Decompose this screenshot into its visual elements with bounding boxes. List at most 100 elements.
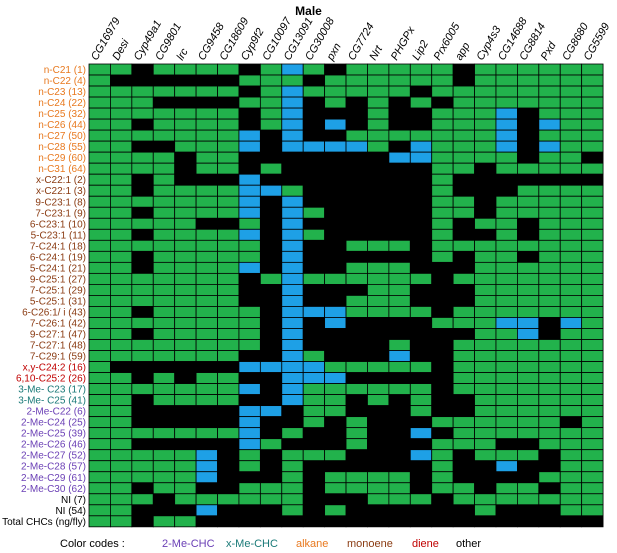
- heatmap-cell: [131, 206, 154, 219]
- heatmap-cell: [238, 162, 261, 175]
- heatmap-cell: [88, 449, 111, 462]
- heatmap-cell: [367, 482, 390, 495]
- heatmap-cell: [131, 272, 154, 285]
- heatmap-cell: [174, 74, 197, 87]
- heatmap-cell: [431, 438, 454, 451]
- heatmap-cell: [495, 217, 518, 230]
- heatmap-cell: [431, 361, 454, 373]
- heatmap-cell: [581, 460, 604, 473]
- heatmap-cell: [367, 471, 390, 484]
- heatmap-cell: [259, 295, 283, 307]
- heatmap-cell: [559, 383, 583, 395]
- heatmap-cell: [259, 63, 283, 76]
- heatmap-cell: [538, 372, 561, 384]
- heatmap-cell: [217, 405, 240, 418]
- heatmap-cell: [388, 339, 411, 351]
- heatmap-cell: [88, 63, 111, 76]
- row-label: 2-Me-C25 (39): [21, 429, 86, 440]
- heatmap-cell: [324, 471, 347, 484]
- heatmap-cell: [474, 328, 497, 340]
- heatmap-cell: [131, 394, 154, 407]
- heatmap-cell: [452, 361, 475, 373]
- heatmap-cell: [302, 416, 326, 429]
- heatmap-cell: [581, 416, 604, 429]
- heatmap-cell: [517, 383, 540, 395]
- legend-title: Color codes :: [60, 538, 125, 550]
- heatmap-cell: [474, 261, 497, 274]
- heatmap-cell: [88, 151, 111, 164]
- heatmap-cell: [195, 173, 218, 186]
- heatmap-cell: [345, 272, 368, 285]
- heatmap-cell: [538, 107, 561, 120]
- heatmap-cell: [88, 283, 111, 296]
- heatmap-cell: [281, 85, 304, 98]
- heatmap-cell: [581, 195, 604, 208]
- heatmap-cell: [538, 129, 561, 142]
- heatmap-cell: [559, 339, 583, 351]
- heatmap-cell: [238, 283, 261, 296]
- heatmap-cell: [431, 405, 454, 418]
- heatmap-cell: [88, 85, 111, 98]
- heatmap-cell: [217, 317, 240, 329]
- heatmap-cell: [131, 217, 154, 230]
- heatmap-cell: [238, 515, 261, 528]
- heatmap-cell: [281, 306, 304, 318]
- heatmap-cell: [559, 228, 583, 241]
- heatmap-cell: [367, 239, 390, 252]
- heatmap-cell: [324, 239, 347, 252]
- heatmap-cell: [345, 63, 368, 76]
- heatmap-cell: [110, 107, 133, 120]
- heatmap-cell: [517, 118, 540, 131]
- heatmap-cell: [217, 471, 240, 484]
- heatmap-cell: [367, 394, 390, 407]
- heatmap-cell: [131, 162, 154, 175]
- heatmap-cell: [324, 173, 347, 186]
- heatmap-cell: [431, 173, 454, 186]
- heatmap-cell: [152, 162, 176, 175]
- heatmap-cell: [452, 195, 475, 208]
- heatmap-cell: [238, 195, 261, 208]
- row-label: n-C25 (32): [38, 109, 86, 120]
- heatmap-cell: [259, 449, 283, 462]
- heatmap-cell: [281, 239, 304, 252]
- heatmap-cell: [431, 206, 454, 219]
- heatmap-cell: [217, 449, 240, 462]
- heatmap-cell: [538, 228, 561, 241]
- heatmap-cell: [345, 107, 368, 120]
- heatmap-cell: [259, 239, 283, 252]
- heatmap-cell: [538, 482, 561, 495]
- heatmap-cell: [517, 239, 540, 252]
- heatmap-cell: [538, 504, 561, 517]
- heatmap-cell: [517, 129, 540, 142]
- heatmap-cell: [110, 372, 133, 384]
- heatmap-cell: [474, 295, 497, 307]
- heatmap-cell: [110, 261, 133, 274]
- heatmap-cell: [259, 416, 283, 429]
- heatmap-cell: [259, 107, 283, 120]
- heatmap-cell: [345, 460, 368, 473]
- heatmap-cell: [559, 239, 583, 252]
- heatmap-cell: [495, 339, 518, 351]
- heatmap-cell: [174, 471, 197, 484]
- heatmap-cell: [281, 328, 304, 340]
- heatmap-cell: [259, 129, 283, 142]
- heatmap-cell: [345, 317, 368, 329]
- heatmap-cell: [302, 85, 326, 98]
- heatmap-cell: [345, 195, 368, 208]
- heatmap-cell: [517, 416, 540, 429]
- heatmap-cell: [217, 63, 240, 76]
- heatmap-cell: [581, 184, 604, 197]
- heatmap-cell: [281, 140, 304, 153]
- heatmap-cell: [238, 306, 261, 318]
- heatmap-cell: [431, 118, 454, 131]
- heatmap-cell: [495, 173, 518, 186]
- heatmap-cell: [581, 151, 604, 164]
- heatmap-cell: [152, 228, 176, 241]
- heatmap-cell: [388, 250, 411, 263]
- heatmap-cell: [259, 515, 283, 528]
- heatmap-cell: [281, 173, 304, 186]
- heatmap-cell: [431, 317, 454, 329]
- heatmap-cell: [495, 416, 518, 429]
- heatmap-cell: [88, 173, 111, 186]
- heatmap-cell: [452, 151, 475, 164]
